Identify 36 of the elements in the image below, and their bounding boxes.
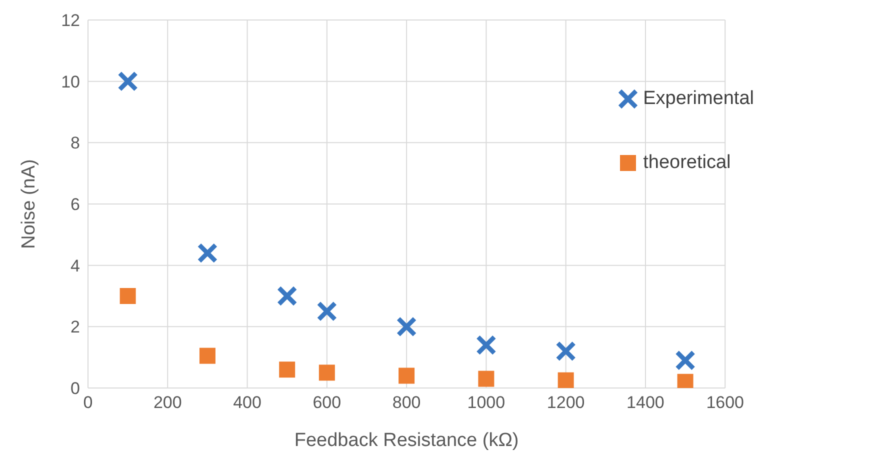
point bbox=[120, 288, 136, 304]
y-tick-label: 0 bbox=[70, 379, 80, 398]
x-tick-label: 1400 bbox=[626, 393, 664, 412]
point bbox=[478, 370, 494, 387]
point bbox=[199, 348, 216, 364]
y-tick-label: 12 bbox=[61, 11, 80, 30]
y-tick-label: 10 bbox=[61, 72, 80, 92]
legend-label: theoretical bbox=[643, 152, 731, 174]
point bbox=[398, 368, 415, 384]
point bbox=[118, 71, 138, 92]
point bbox=[396, 316, 417, 337]
x-tick-label: 400 bbox=[233, 393, 262, 412]
y-tick-label: 6 bbox=[70, 195, 80, 214]
point bbox=[318, 364, 335, 381]
point bbox=[556, 340, 576, 362]
point bbox=[476, 334, 496, 356]
point bbox=[279, 362, 296, 378]
x-tick-label: 1600 bbox=[706, 393, 744, 412]
x-tick-label: 1000 bbox=[467, 393, 506, 412]
legend-label: Experimental bbox=[643, 88, 754, 110]
x-tick-label: 0 bbox=[83, 393, 93, 412]
point bbox=[316, 301, 338, 322]
point bbox=[276, 286, 298, 306]
point bbox=[197, 242, 218, 264]
y-tick-label: 4 bbox=[70, 256, 80, 276]
point bbox=[677, 374, 694, 388]
y-axis-title: Noise (nA) bbox=[18, 159, 40, 249]
y-tick-label: 8 bbox=[70, 134, 80, 153]
point bbox=[675, 350, 696, 371]
y-tick-label: 2 bbox=[70, 318, 80, 337]
x-tick-label: 800 bbox=[392, 393, 421, 412]
x-tick-label: 200 bbox=[153, 393, 182, 412]
x-tick-label: 600 bbox=[312, 393, 342, 412]
x-axis-title: Feedback Resistance (kΩ) bbox=[294, 430, 519, 451]
point bbox=[558, 372, 574, 388]
x-tick-label: 1200 bbox=[546, 393, 585, 412]
